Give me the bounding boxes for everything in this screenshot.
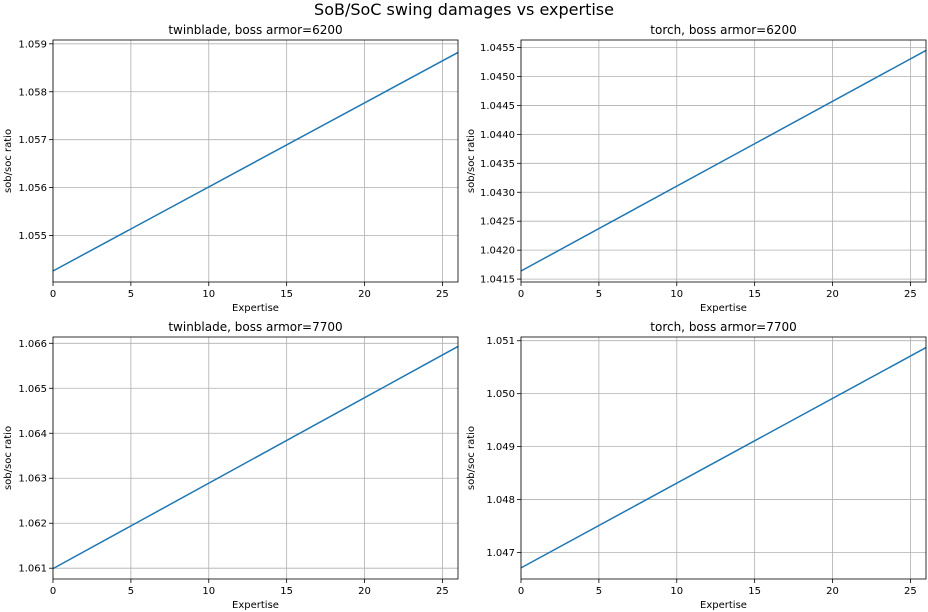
x-tick-label: 10 <box>670 289 683 300</box>
y-tick-label: 1.066 <box>18 339 47 350</box>
x-tick-label: 0 <box>518 586 524 597</box>
x-axis-label: Expertise <box>700 600 747 611</box>
plot-frame <box>520 39 927 283</box>
y-axis-label: sob/soc ratio <box>3 426 14 490</box>
plot-frame <box>520 336 927 580</box>
x-tick-label: 25 <box>436 289 449 300</box>
subplot-title: torch, boss armor=7700 <box>650 320 796 334</box>
y-tick-label: 1.056 <box>18 183 47 194</box>
y-axis-label: sob/soc ratio <box>466 426 477 490</box>
y-tick-label: 1.065 <box>18 384 47 395</box>
y-tick-label: 1.0445 <box>480 101 515 112</box>
series-line-1 <box>520 346 927 569</box>
x-tick-label: 10 <box>670 586 683 597</box>
x-tick-label: 0 <box>518 289 524 300</box>
x-tick-label: 5 <box>128 586 134 597</box>
y-tick-label: 1.057 <box>18 135 47 146</box>
y-tick-label: 1.051 <box>486 336 515 347</box>
x-tick-label: 5 <box>128 289 134 300</box>
subplot-title: torch, boss armor=6200 <box>650 23 796 37</box>
subplot-1: 0 5 10 15 20 25 1.055 1.056 1.057 1.058 1.059 twinb… <box>3 23 459 314</box>
y-tick-label: 1.048 <box>486 495 515 506</box>
y-tick-label: 1.064 <box>18 429 47 440</box>
x-tick-label: 20 <box>358 289 371 300</box>
x-tick-label: 0 <box>50 586 56 597</box>
x-axis-label: Expertise <box>700 303 747 314</box>
y-tick-label: 1.062 <box>18 519 47 530</box>
figure-title: SoB/SoC swing damages vs expertise <box>314 0 614 19</box>
x-tick-label: 20 <box>826 586 839 597</box>
series-line-1 <box>52 51 459 272</box>
x-tick-label: 25 <box>436 586 449 597</box>
y-tick-label: 1.050 <box>486 389 515 400</box>
y-tick-label: 1.0440 <box>480 130 515 141</box>
y-tick-label: 1.0415 <box>480 275 515 286</box>
x-tick-label: 0 <box>50 289 56 300</box>
y-tick-label: 1.0435 <box>480 159 515 170</box>
subplot-3: 0 5 10 15 20 25 1.061 1.062 1.063 1.064 1.065 1.066… <box>3 320 459 611</box>
y-axis-label: sob/soc ratio <box>466 129 477 193</box>
y-tick-label: 1.055 <box>18 231 47 242</box>
series-line-1 <box>520 49 927 272</box>
x-tick-label: 15 <box>748 586 761 597</box>
y-tick-label: 1.063 <box>18 474 47 485</box>
x-tick-label: 10 <box>202 586 215 597</box>
y-tick-label: 1.061 <box>18 564 47 575</box>
subplot-title: twinblade, boss armor=7700 <box>168 320 342 334</box>
y-tick-label: 1.049 <box>486 442 515 453</box>
x-tick-label: 15 <box>748 289 761 300</box>
x-tick-label: 10 <box>202 289 215 300</box>
plot-frame <box>52 336 459 580</box>
x-tick-label: 5 <box>596 586 602 597</box>
y-tick-label: 1.0430 <box>480 188 515 199</box>
plot-frame <box>52 39 459 283</box>
x-tick-label: 25 <box>904 586 917 597</box>
y-axis-label: sob/soc ratio <box>3 129 14 193</box>
x-tick-label: 15 <box>280 586 293 597</box>
x-axis-label: Expertise <box>232 600 279 611</box>
x-tick-label: 20 <box>826 289 839 300</box>
x-tick-label: 20 <box>358 586 371 597</box>
y-tick-label: 1.047 <box>486 548 515 559</box>
y-tick-label: 1.059 <box>18 39 47 50</box>
y-tick-label: 1.0450 <box>480 72 515 83</box>
x-tick-label: 15 <box>280 289 293 300</box>
subplot-4: 0 5 10 15 20 25 1.047 1.048 1.049 1.050 1.051 torch… <box>466 320 927 611</box>
x-tick-label: 5 <box>596 289 602 300</box>
series-line-1 <box>52 345 459 570</box>
x-tick-label: 25 <box>904 289 917 300</box>
y-tick-label: 1.0455 <box>480 43 515 54</box>
subplot-2: 0 5 10 15 20 25 1.0415 1.0420 1.0425 1.0430 1.0435… <box>466 23 927 314</box>
subplot-title: twinblade, boss armor=6200 <box>168 23 342 37</box>
y-tick-label: 1.0425 <box>480 217 515 228</box>
y-tick-label: 1.058 <box>18 87 47 98</box>
x-axis-label: Expertise <box>232 303 279 314</box>
y-tick-label: 1.0420 <box>480 246 515 257</box>
